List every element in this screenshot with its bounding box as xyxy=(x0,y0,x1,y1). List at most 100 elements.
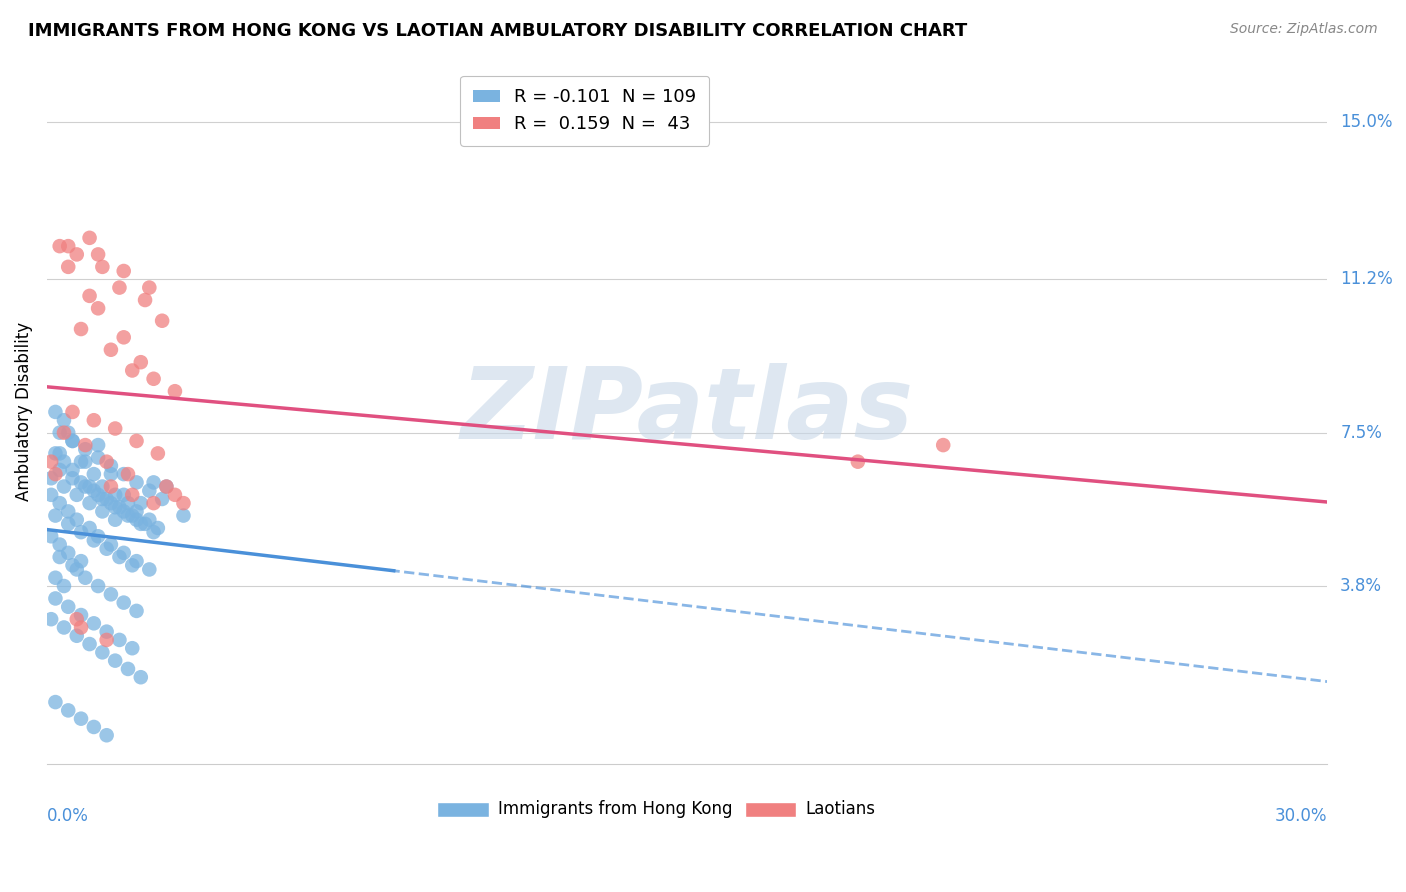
Point xyxy=(100,467,122,482)
Point xyxy=(87,247,110,261)
Point xyxy=(66,629,89,643)
Point xyxy=(146,521,169,535)
Point xyxy=(104,654,127,668)
Point xyxy=(44,446,66,460)
Point xyxy=(75,479,97,493)
Point xyxy=(121,558,143,573)
Text: IMMIGRANTS FROM HONG KONG VS LAOTIAN AMBULATORY DISABILITY CORRELATION CHART: IMMIGRANTS FROM HONG KONG VS LAOTIAN AMB… xyxy=(28,22,967,40)
Point xyxy=(48,446,70,460)
Text: 30.0%: 30.0% xyxy=(1275,806,1327,824)
Point xyxy=(48,538,70,552)
Point xyxy=(83,616,105,631)
Point xyxy=(150,491,173,506)
Point xyxy=(52,620,75,634)
Point xyxy=(44,467,66,482)
FancyBboxPatch shape xyxy=(437,802,489,817)
Point xyxy=(112,264,135,278)
Point xyxy=(66,612,89,626)
Point xyxy=(66,247,89,261)
Text: Source: ZipAtlas.com: Source: ZipAtlas.com xyxy=(1230,22,1378,37)
Point xyxy=(134,516,156,531)
Point xyxy=(66,513,89,527)
Point xyxy=(87,301,110,316)
Point xyxy=(96,491,118,506)
Point xyxy=(142,475,165,490)
Point xyxy=(83,720,105,734)
Point xyxy=(125,434,148,448)
Point xyxy=(87,488,110,502)
Point xyxy=(52,425,75,440)
Point xyxy=(52,479,75,493)
Point xyxy=(48,425,70,440)
Point xyxy=(52,455,75,469)
Point xyxy=(52,413,75,427)
Point xyxy=(104,500,127,515)
Point xyxy=(48,549,70,564)
Point xyxy=(70,455,93,469)
Point xyxy=(70,712,93,726)
Point xyxy=(112,467,135,482)
Point xyxy=(58,546,80,560)
Point xyxy=(121,508,143,523)
Point xyxy=(79,496,101,510)
Legend: R = -0.101  N = 109, R =  0.159  N =  43: R = -0.101 N = 109, R = 0.159 N = 43 xyxy=(460,76,709,146)
Point xyxy=(44,695,66,709)
Point xyxy=(62,434,84,448)
Point xyxy=(129,670,152,684)
Point xyxy=(96,728,118,742)
Point xyxy=(39,471,62,485)
Point xyxy=(108,500,131,515)
Point xyxy=(83,413,105,427)
Point xyxy=(146,446,169,460)
Point xyxy=(91,491,114,506)
Text: 3.8%: 3.8% xyxy=(1340,577,1382,595)
Point xyxy=(70,525,93,540)
Text: 7.5%: 7.5% xyxy=(1340,424,1382,442)
Point xyxy=(142,372,165,386)
Point xyxy=(117,662,139,676)
Point xyxy=(91,260,114,274)
Point xyxy=(112,504,135,518)
Point xyxy=(62,405,84,419)
Point xyxy=(70,620,93,634)
Text: Immigrants from Hong Kong: Immigrants from Hong Kong xyxy=(498,800,733,818)
Point xyxy=(75,438,97,452)
Point xyxy=(58,260,80,274)
Point xyxy=(79,637,101,651)
Point xyxy=(66,562,89,576)
Point xyxy=(44,591,66,606)
Point xyxy=(125,513,148,527)
Point xyxy=(87,438,110,452)
Point xyxy=(129,496,152,510)
Point xyxy=(142,525,165,540)
Point xyxy=(96,455,118,469)
Point xyxy=(117,496,139,510)
Text: 11.2%: 11.2% xyxy=(1340,270,1393,288)
Point xyxy=(121,641,143,656)
Point xyxy=(112,546,135,560)
FancyBboxPatch shape xyxy=(745,802,796,817)
Point xyxy=(44,405,66,419)
Point xyxy=(100,343,122,357)
Point xyxy=(96,541,118,556)
Point xyxy=(79,479,101,493)
Point xyxy=(79,231,101,245)
Point xyxy=(83,533,105,548)
Point xyxy=(138,562,160,576)
Point xyxy=(79,521,101,535)
Point xyxy=(48,463,70,477)
Text: Laotians: Laotians xyxy=(804,800,875,818)
Point xyxy=(91,504,114,518)
Point xyxy=(100,538,122,552)
Point xyxy=(70,608,93,623)
Point xyxy=(138,280,160,294)
Point xyxy=(58,504,80,518)
Point xyxy=(75,455,97,469)
Text: 15.0%: 15.0% xyxy=(1340,112,1393,131)
Point xyxy=(125,604,148,618)
Point xyxy=(62,558,84,573)
Point xyxy=(70,475,93,490)
Point xyxy=(100,479,122,493)
Point xyxy=(58,599,80,614)
Point xyxy=(100,496,122,510)
